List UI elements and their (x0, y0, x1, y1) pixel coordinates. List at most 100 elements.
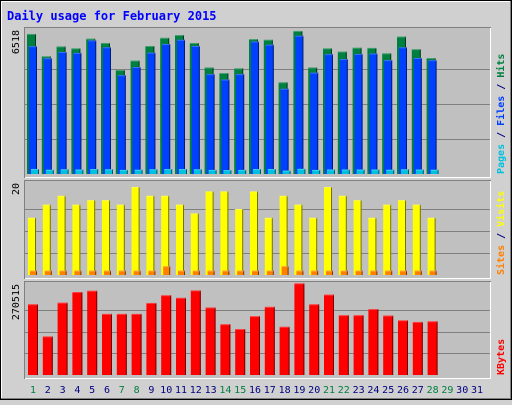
bar-files (29, 46, 37, 175)
bar-visits-face-20 (324, 187, 332, 275)
bar-sites (89, 270, 97, 275)
bar-visits-face-2 (57, 195, 66, 275)
bar-sites (252, 270, 259, 275)
bar-pages (179, 169, 187, 174)
bar-visits (102, 200, 110, 275)
bar-kbytes (309, 304, 320, 375)
bar-pages (90, 169, 99, 174)
bar-pages (267, 169, 276, 174)
bar-visits-face-26 (412, 204, 421, 275)
bar-files (325, 54, 333, 174)
bar-kbytes (190, 290, 201, 375)
bar-kbytes (383, 315, 394, 375)
bar-files-face-2 (58, 51, 67, 174)
bar-kbytes-face-25 (398, 320, 408, 375)
bar-kbytes-face-19 (309, 304, 320, 375)
bar-pages-face-12 (208, 169, 217, 174)
bar-files (73, 52, 82, 174)
bar-sites-face-4 (89, 270, 97, 275)
bar-sites (326, 270, 333, 275)
bar-visits-face-3 (72, 204, 81, 275)
bar-kbytes (146, 302, 157, 375)
bar-kbytes-face-2 (57, 302, 68, 375)
bar-kbytes (28, 304, 38, 375)
bar-visits (309, 217, 318, 275)
bar-sites (281, 266, 289, 275)
bar-pages (134, 169, 143, 174)
bar-visits-face-1 (42, 204, 51, 275)
x-tick-label: 15 (234, 385, 246, 396)
x-tick-label: 11 (175, 385, 187, 396)
bar-files (310, 72, 319, 174)
bar-files (88, 40, 97, 174)
legend-entry-hits-1: / (496, 126, 507, 144)
bar-visits-face-15 (250, 191, 258, 275)
bar-sites-face-1 (44, 270, 52, 275)
bar-pages-face-22 (356, 169, 365, 174)
bar-sites (59, 270, 67, 275)
bar-sites (414, 270, 422, 275)
bar-kbytes (176, 297, 186, 375)
bar-pages (341, 169, 350, 174)
bar-kbytes (368, 309, 379, 375)
bar-pages-face-13 (223, 170, 232, 174)
bar-files-face-11 (191, 45, 200, 174)
bar-visits-face-14 (235, 209, 244, 275)
bar-visits (250, 191, 258, 275)
bar-kbytes (294, 283, 305, 375)
x-tick-label: 30 (456, 385, 468, 396)
x-tick-label: 4 (74, 385, 80, 396)
bar-files-face-10 (177, 39, 185, 175)
bar-files (221, 79, 230, 174)
bar-visits (383, 204, 392, 275)
bar-sites (104, 270, 111, 275)
bar-files (413, 58, 422, 174)
bar-files (162, 44, 171, 175)
bar-sites (163, 266, 171, 275)
bar-visits (57, 195, 66, 275)
bar-sites-face-6 (118, 270, 126, 275)
x-tick-label: 8 (134, 385, 140, 396)
bar-files-face-0 (29, 46, 37, 175)
bar-kbytes (353, 315, 364, 375)
bar-files-face-18 (295, 35, 304, 175)
x-tick-label: 24 (367, 385, 379, 396)
bar-pages-face-24 (386, 169, 395, 174)
bar-visits (220, 191, 229, 275)
bar-pages (253, 169, 261, 174)
bar-sites-face-19 (311, 270, 319, 275)
x-tick-label: 31 (471, 385, 483, 396)
bar-sites-face-20 (326, 270, 333, 275)
bar-pages (119, 169, 128, 174)
x-tick-label: 19 (293, 385, 305, 396)
bar-sites (192, 270, 200, 275)
bar-pages (105, 169, 113, 174)
panel-visits-ymax-label: 20 (11, 183, 22, 195)
bar-sites (133, 270, 141, 275)
legend-entry-hits-0: Pages (496, 144, 507, 174)
bar-pages-face-18 (297, 168, 306, 174)
bar-visits-face-4 (87, 200, 96, 275)
bar-visits (87, 200, 96, 275)
bar-visits (72, 204, 81, 275)
bar-sites (148, 270, 156, 275)
bar-visits (161, 195, 170, 275)
bar-sites (429, 270, 437, 275)
bar-visits-face-17 (279, 195, 288, 275)
bar-sites-face-7 (133, 270, 141, 275)
bar-visits-face-11 (190, 213, 199, 275)
bar-sites (311, 270, 319, 275)
legend-entry-visits-1: / (496, 227, 507, 245)
bar-kbytes-face-15 (250, 316, 260, 375)
bar-kbytes-face-8 (146, 302, 157, 375)
x-tick-label: 2 (45, 385, 51, 396)
bar-pages (327, 169, 335, 174)
bar-visits (412, 204, 421, 275)
bar-files (280, 88, 289, 174)
bar-visits-face-10 (176, 204, 184, 275)
bar-visits-face-23 (368, 217, 377, 275)
bar-files-face-25 (399, 47, 407, 174)
bar-kbytes (279, 326, 290, 375)
x-tick-label: 20 (308, 385, 320, 396)
bar-files (191, 45, 200, 174)
